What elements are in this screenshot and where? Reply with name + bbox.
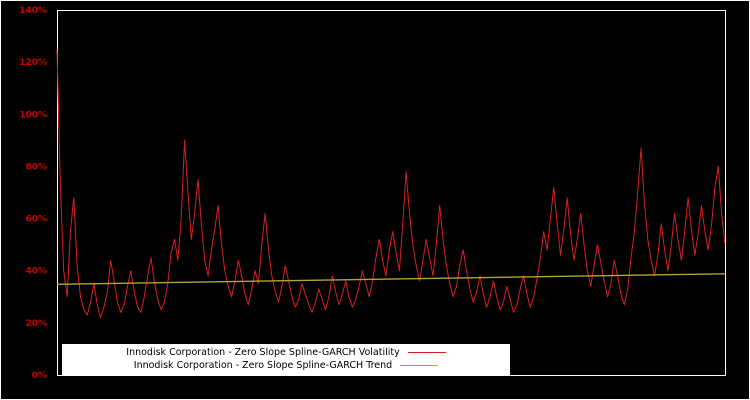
svg-text:120%: 120% bbox=[19, 58, 47, 68]
legend-item-volatility: Innodisk Corporation - Zero Slope Spline… bbox=[62, 346, 510, 359]
svg-text:20%: 20% bbox=[25, 319, 47, 329]
legend-line-sample-trend bbox=[400, 365, 439, 366]
svg-text:100%: 100% bbox=[19, 110, 47, 120]
svg-text:80%: 80% bbox=[25, 162, 47, 172]
svg-text:140%: 140% bbox=[19, 6, 47, 16]
svg-text:0%: 0% bbox=[32, 371, 47, 381]
chart-legend: Innodisk Corporation - Zero Slope Spline… bbox=[62, 344, 510, 375]
legend-label-trend: Innodisk Corporation - Zero Slope Spline… bbox=[133, 360, 393, 371]
legend-line-sample-volatility bbox=[407, 352, 446, 353]
svg-text:60%: 60% bbox=[25, 215, 47, 225]
legend-label-volatility: Innodisk Corporation - Zero Slope Spline… bbox=[126, 347, 400, 358]
svg-text:40%: 40% bbox=[25, 267, 47, 277]
legend-item-trend: Innodisk Corporation - Zero Slope Spline… bbox=[62, 359, 510, 372]
